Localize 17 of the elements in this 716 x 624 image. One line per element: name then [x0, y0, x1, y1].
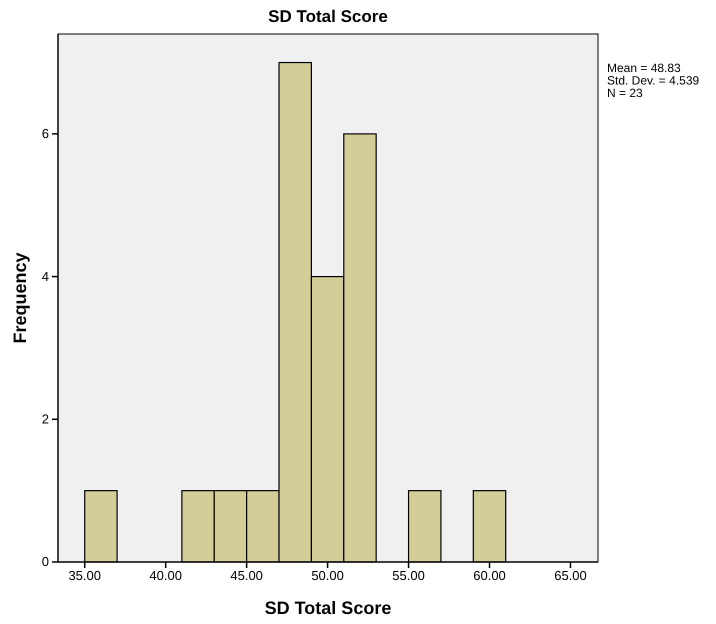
- y-tick-label: 0: [42, 554, 49, 570]
- x-axis-title: SD Total Score: [264, 598, 392, 618]
- y-tick-label: 4: [42, 268, 49, 284]
- text: Std. Dev. = 4.539: [607, 74, 700, 88]
- x-tick-label: 60.00: [473, 568, 506, 584]
- text: N = 23: [607, 86, 644, 100]
- y-tick-label: 2: [42, 411, 49, 426]
- x-tick-label: 65.00: [554, 568, 587, 584]
- x-tick-label: 45.00: [230, 568, 263, 584]
- text: Mean = 48.83: [607, 61, 682, 75]
- x-tick-label: 40.00: [149, 568, 182, 584]
- chart-title: SD Total Score: [268, 7, 388, 26]
- y-tick-label: 6: [42, 126, 49, 142]
- x-tick-label: 55.00: [392, 568, 425, 584]
- x-tick-label: 50.00: [311, 568, 344, 584]
- x-tick-label: 35.00: [68, 568, 101, 584]
- y-axis-title: Frequency: [10, 252, 30, 344]
